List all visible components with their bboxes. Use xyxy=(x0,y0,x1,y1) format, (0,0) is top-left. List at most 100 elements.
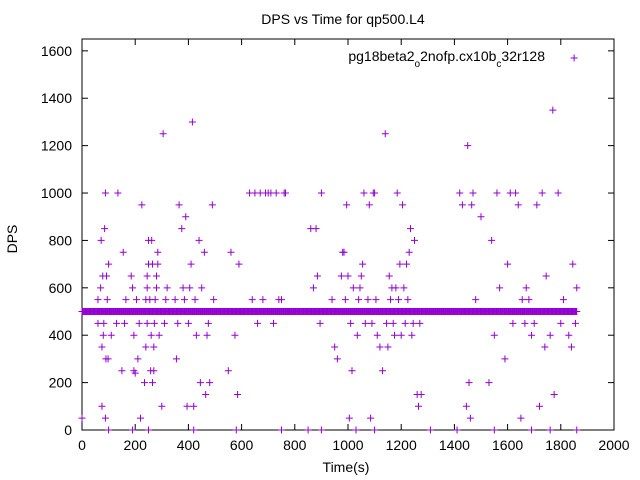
data-point xyxy=(521,319,529,327)
data-point xyxy=(343,201,351,209)
data-point xyxy=(254,319,262,327)
data-point xyxy=(133,296,141,304)
data-point xyxy=(317,426,325,434)
data-point xyxy=(156,308,164,316)
data-point xyxy=(135,319,143,327)
data-point xyxy=(559,296,567,304)
data-point xyxy=(231,331,239,339)
data-point xyxy=(101,189,109,197)
data-point xyxy=(562,308,570,316)
data-point xyxy=(546,331,554,339)
data-point xyxy=(530,319,538,327)
x-tick-label: 200 xyxy=(124,437,148,453)
data-point xyxy=(178,225,186,233)
data-point xyxy=(210,296,218,304)
data-point xyxy=(458,201,466,209)
data-point xyxy=(183,402,191,410)
data-point xyxy=(151,296,159,304)
data-point xyxy=(105,260,113,268)
data-point xyxy=(113,319,121,327)
data-point xyxy=(490,426,498,434)
data-point xyxy=(139,308,147,316)
data-point xyxy=(224,367,232,375)
data-point xyxy=(337,272,345,280)
data-point xyxy=(180,296,188,304)
data-point xyxy=(272,189,280,197)
data-point xyxy=(514,201,522,209)
data-point xyxy=(416,319,424,327)
data-point xyxy=(408,331,416,339)
data-point xyxy=(101,225,109,233)
data-point xyxy=(152,272,160,280)
data-point xyxy=(174,319,182,327)
data-point xyxy=(235,260,243,268)
data-points xyxy=(78,54,581,434)
data-point xyxy=(496,284,504,292)
x-tick-label: 1800 xyxy=(545,437,576,453)
data-point xyxy=(150,319,158,327)
data-point xyxy=(141,379,149,387)
data-point xyxy=(143,319,151,327)
legend-text-part: 2nofp.cx10b xyxy=(420,48,496,64)
data-point xyxy=(160,319,168,327)
data-point xyxy=(145,426,152,434)
data-point xyxy=(504,260,512,268)
data-point xyxy=(347,319,355,327)
data-point xyxy=(202,390,210,398)
data-point xyxy=(238,308,246,316)
x-tick-label: 2000 xyxy=(598,437,629,453)
data-point xyxy=(353,331,361,339)
data-point xyxy=(356,284,364,292)
data-point xyxy=(150,343,158,351)
data-point xyxy=(138,201,146,209)
data-point xyxy=(304,426,312,434)
data-point xyxy=(456,189,464,197)
y-tick-label: 1000 xyxy=(41,185,72,201)
data-point xyxy=(359,260,367,268)
data-point xyxy=(106,308,114,316)
data-point xyxy=(331,343,339,351)
data-point xyxy=(328,296,336,304)
x-tick-label: 1400 xyxy=(439,437,470,453)
data-point xyxy=(206,379,214,387)
data-point xyxy=(142,343,150,351)
data-point xyxy=(401,319,409,327)
data-point xyxy=(557,319,565,327)
legend-subscript: o xyxy=(415,59,421,70)
data-point xyxy=(203,331,211,339)
data-point xyxy=(154,260,162,268)
data-point xyxy=(199,308,207,316)
legend-label: pg18beta2o2nofp.cx10bc32r128 xyxy=(348,48,545,70)
data-point xyxy=(528,426,536,434)
data-point xyxy=(94,296,102,304)
data-point xyxy=(407,225,415,233)
data-point xyxy=(383,319,391,327)
data-point xyxy=(101,414,109,422)
data-point xyxy=(468,201,476,209)
data-point xyxy=(127,272,135,280)
data-point xyxy=(349,284,357,292)
data-point xyxy=(186,284,194,292)
data-point xyxy=(464,142,472,150)
data-point xyxy=(391,331,399,339)
x-tick-label: 400 xyxy=(177,437,201,453)
data-point xyxy=(371,189,379,197)
data-point xyxy=(143,284,151,292)
data-point xyxy=(387,296,395,304)
data-point xyxy=(309,284,317,292)
data-point xyxy=(567,343,575,351)
data-point xyxy=(192,331,200,339)
data-point xyxy=(190,402,198,410)
data-point xyxy=(385,272,393,280)
data-point xyxy=(371,426,379,434)
data-point xyxy=(184,319,192,327)
data-point xyxy=(208,201,216,209)
data-point xyxy=(270,319,278,327)
data-point xyxy=(78,414,86,422)
data-point xyxy=(546,426,554,434)
data-point xyxy=(361,319,369,327)
data-point xyxy=(98,402,106,410)
data-point xyxy=(465,379,473,387)
data-point xyxy=(234,390,242,398)
data-point xyxy=(152,284,160,292)
